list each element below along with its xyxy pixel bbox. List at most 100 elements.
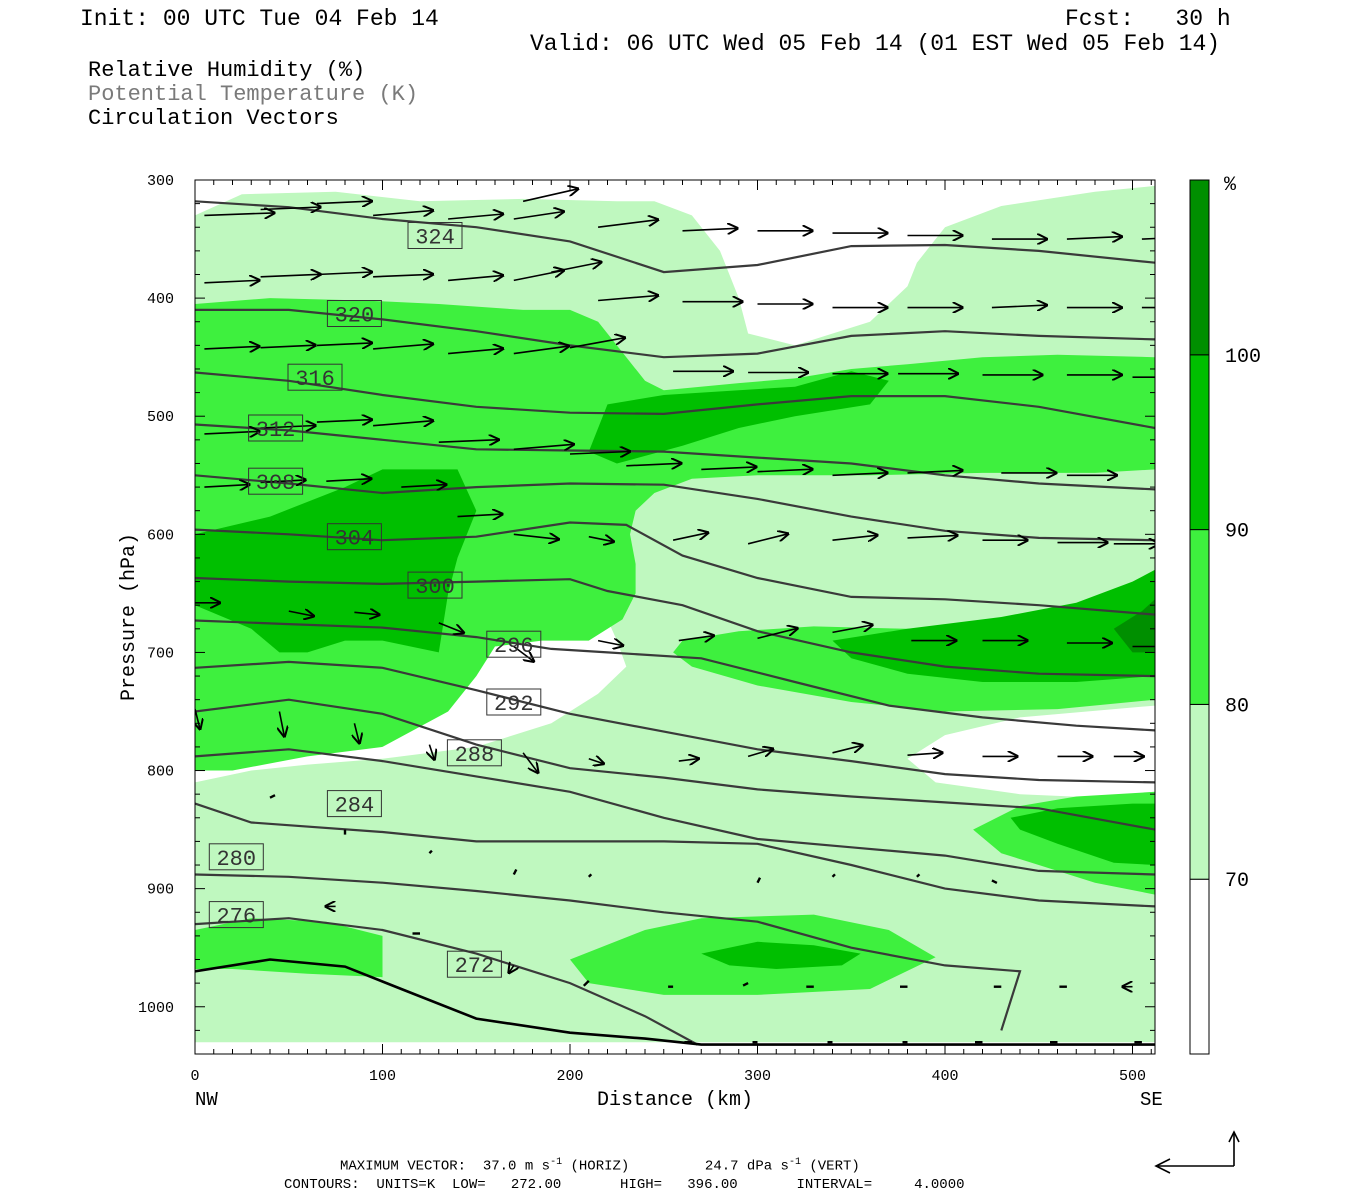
theta-label-text: 272 [455, 954, 495, 979]
vector-layer [195, 189, 1155, 1044]
circulation-vector [991, 879, 998, 884]
max-vert-unit: (VERT) [809, 1158, 860, 1175]
circulation-vector [588, 759, 604, 764]
circulation-vector [582, 979, 590, 987]
theta-label-box [326, 790, 382, 818]
circulation-vector [513, 346, 569, 355]
theta-contour-312 [195, 423, 1155, 491]
init-time: Init: 00 UTC Tue 04 Feb 14 [80, 6, 439, 32]
theta-label-text: 276 [216, 905, 256, 930]
reference-vector-icon [1154, 1130, 1240, 1174]
theta-label-text: 324 [415, 226, 455, 251]
circulation-vector [551, 262, 601, 273]
circulation-vector [513, 444, 574, 449]
circulation-vector [907, 535, 958, 538]
theta-label-text: 320 [335, 304, 375, 329]
colorbar-level-label: 90 [1225, 521, 1249, 544]
theta-label-text: 284 [335, 794, 375, 819]
colorbar-unit-label: % [1224, 174, 1237, 197]
circulation-vector [747, 749, 773, 758]
theta-contour-300 [195, 576, 1155, 678]
circulation-vector [757, 628, 798, 640]
circulation-vector [513, 212, 564, 220]
theta-contour-280 [195, 802, 1155, 908]
theta-label-text: 316 [295, 367, 335, 392]
colorbar-swatch [1189, 529, 1210, 705]
theta-label-320: 320 [326, 300, 382, 329]
y-tick-label: 500 [147, 409, 174, 426]
theta-label-292: 292 [486, 688, 542, 717]
terrain-layer [195, 958, 1155, 1046]
theta-label-text: 300 [415, 575, 455, 600]
rh-region-90-7 [588, 371, 889, 464]
theta-contour-288 [195, 698, 1155, 831]
circulation-vector [742, 982, 749, 987]
field-label-theta: Potential Temperature (K) [88, 82, 419, 107]
theta-label-box [407, 571, 463, 599]
theta-label-box [326, 300, 382, 327]
circulation-vector [354, 612, 379, 615]
theta-label-288: 288 [446, 739, 502, 768]
max-vector-label: MAXIMUM VECTOR: [340, 1158, 467, 1175]
theta-label-276: 276 [208, 901, 264, 930]
circulation-vector [448, 214, 503, 219]
axis-labels: Distance (km) Pressure (hPa) NW SE [118, 533, 1163, 1112]
x-tick-label: 400 [931, 1068, 958, 1085]
theta-label-box [208, 843, 264, 871]
theta-label-box [407, 222, 463, 249]
circulation-vector [326, 479, 371, 482]
circulation-vector [429, 744, 434, 760]
theta-label-308: 308 [248, 467, 304, 496]
circulation-vector [991, 305, 1047, 308]
circulation-vector [701, 467, 756, 470]
circulation-vector [597, 641, 623, 646]
y-axis-title: Pressure (hPa) [118, 533, 141, 701]
theta-contour-316 [195, 371, 1155, 430]
circulation-vector [747, 534, 788, 545]
circulation-vector [354, 723, 359, 743]
y-tick-label: 700 [147, 645, 174, 662]
theta-label-box [326, 523, 382, 551]
x-left-end-label: NW [195, 1089, 218, 1111]
circulation-vector [1066, 237, 1122, 240]
circulation-vector [513, 645, 534, 662]
rh-fill-layer [195, 185, 1155, 1043]
y-tick-label: 400 [147, 291, 174, 308]
circulation-vector [916, 873, 921, 878]
circulation-vector [522, 189, 578, 203]
plot-frame [194, 179, 1156, 1055]
field-label-rh: Relative Humidity (%) [88, 58, 366, 83]
circulation-vector [316, 420, 372, 423]
circulation-vector [1141, 237, 1155, 240]
colorbar-level-label: 100 [1225, 346, 1261, 369]
circulation-vector [316, 343, 372, 346]
circulation-vector [569, 338, 625, 349]
x-axis-title: Distance (km) [597, 1089, 753, 1112]
theta-label-box [446, 739, 502, 767]
theta-label-box [208, 901, 264, 929]
x-right-end-label: SE [1140, 1089, 1163, 1111]
rh-region-90-6 [195, 469, 477, 653]
circulation-vector [678, 636, 714, 641]
circulation-vector [457, 514, 503, 517]
theta-label-text: 308 [256, 471, 296, 496]
x-tick-label: 200 [556, 1068, 583, 1085]
circulation-vector [588, 537, 614, 542]
rh-region-90-10 [701, 941, 861, 969]
circulation-vector [204, 485, 249, 488]
circulation-vector [373, 210, 433, 215]
rh-region-90-9 [1010, 803, 1155, 865]
circulation-vector [626, 463, 681, 466]
theta-contour-324 [195, 200, 1155, 274]
max-vector-line: MAXIMUM VECTOR: 37.0 m s-1 (HORIZ) 24.7 … [340, 1158, 860, 1174]
theta-label-box [248, 414, 304, 442]
theta-label-312: 312 [248, 414, 304, 443]
circulation-vector [279, 711, 284, 737]
circulation-vector [569, 452, 630, 455]
circulation-vector [204, 280, 259, 283]
circulation-vector [195, 708, 200, 729]
circulation-vector [260, 207, 321, 210]
circulation-vector [832, 535, 878, 540]
colorbar-swatch [1189, 354, 1210, 531]
